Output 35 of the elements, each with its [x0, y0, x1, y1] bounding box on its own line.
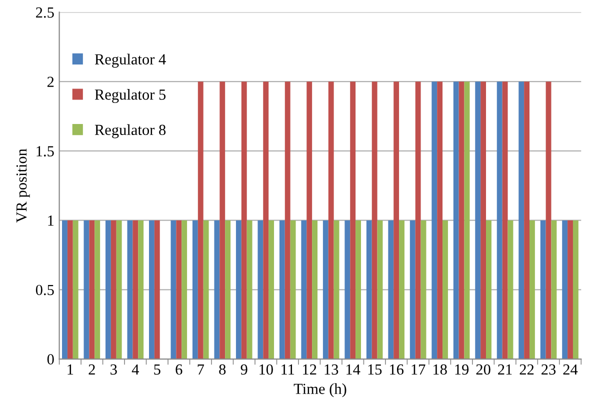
x-tick-label: 21: [498, 364, 512, 374]
x-tick-label: 20: [476, 364, 490, 375]
x-tick-label: 7: [198, 364, 204, 374]
x-tick-label: 6: [176, 364, 182, 375]
x-tick-label: 12: [303, 364, 316, 374]
legend-label: Regulator 4: [94, 54, 166, 68]
x-tick-label: 17: [412, 364, 426, 374]
x-tick-label: 14: [346, 364, 360, 374]
x-tick-label: 19: [455, 364, 469, 375]
x-tick-label: 3: [110, 364, 117, 375]
y-axis-title: VR position: [16, 148, 30, 223]
x-axis-title: Time (h): [294, 383, 346, 398]
x-tick-label: 2: [88, 364, 95, 374]
x-tick-label: 24: [563, 364, 578, 374]
x-tick-label: 11: [282, 364, 294, 374]
x-tick-label: 8: [219, 364, 226, 375]
y-tick-label: 0.5: [36, 284, 54, 296]
legend-label: Regulator 8: [94, 124, 166, 138]
x-tick-label: 1: [68, 364, 74, 374]
x-tick-label: 4: [132, 364, 139, 374]
legend-label: Regulator 5: [94, 89, 166, 103]
y-tick-label: 2.5: [36, 7, 54, 18]
x-tick-label: 22: [520, 364, 534, 374]
x-tick-label: 10: [260, 364, 273, 375]
x-tick-label: 23: [542, 364, 556, 375]
x-tick-label: 13: [324, 364, 338, 375]
y-tick-label: 0: [47, 354, 54, 364]
y-tick-label: 2: [47, 76, 54, 87]
x-tick-label: 5: [154, 364, 160, 375]
y-tick-label: 1: [48, 216, 54, 226]
x-tick-label: 18: [434, 364, 447, 375]
x-tick-label: 9: [240, 364, 248, 375]
x-tick-label: 16: [390, 364, 404, 375]
y-tick-label: 1.5: [36, 146, 54, 156]
x-tick-label: 15: [368, 364, 382, 375]
